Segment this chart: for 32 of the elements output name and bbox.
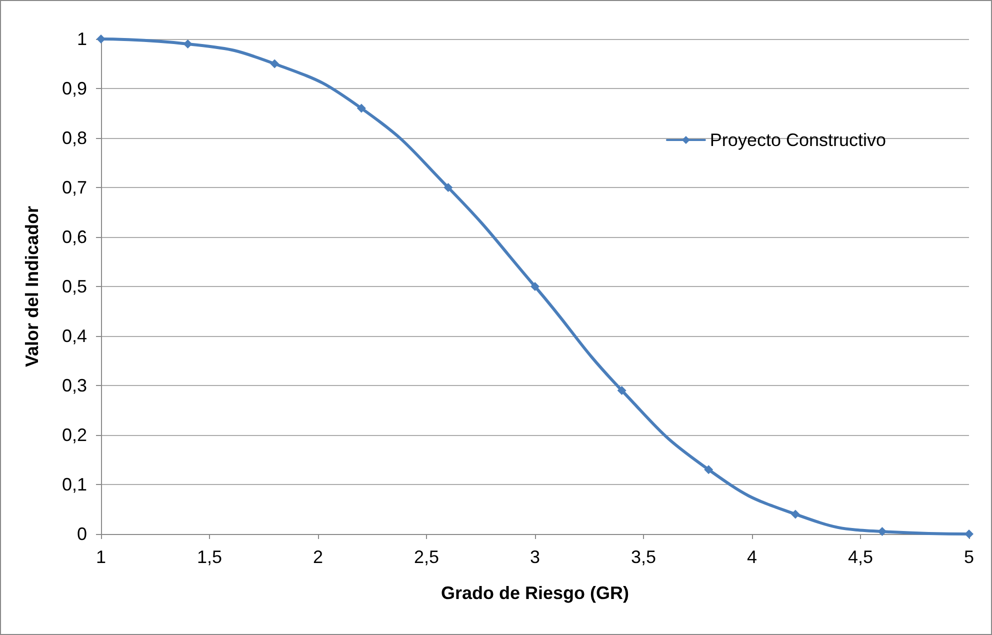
x-tick-label: 3,5 (630, 547, 656, 567)
x-tick-label: 1 (96, 547, 106, 567)
y-tick-label: 0 (76, 524, 87, 544)
x-tick-label: 2 (312, 547, 324, 567)
point (704, 465, 714, 474)
point (356, 104, 366, 113)
legend-label: Proyecto Constructivo (710, 130, 886, 150)
point (878, 527, 887, 536)
point (790, 510, 800, 519)
x-tick-label: 2,5 (414, 547, 440, 567)
y-axis-title: Valor del Indicador (22, 206, 42, 368)
y-tick-label: 0,1 (62, 474, 87, 494)
x-tick-label: 5 (964, 547, 974, 567)
point (617, 386, 626, 395)
x-axis-title: Grado de Riesgo (GR) (440, 583, 630, 603)
y-tick-label: 0,3 (62, 376, 87, 396)
x-tick-label: 1,5 (196, 547, 222, 567)
point (270, 59, 280, 68)
y-tick-label: 0,5 (62, 276, 87, 296)
x-tick-label: 4 (746, 547, 758, 567)
x-tick-label: 3 (530, 547, 540, 567)
y-tick-label: 0,9 (62, 78, 87, 98)
point (183, 39, 192, 48)
y-tick-label: 0,2 (62, 425, 87, 445)
point (444, 183, 453, 192)
point (530, 282, 540, 291)
y-tick-label: 0,4 (62, 326, 87, 346)
x-tick-label: 4,5 (848, 547, 874, 567)
y-tick-label: 1 (76, 29, 87, 49)
y-tick-label: 0,6 (62, 227, 87, 247)
y-tick-label: 0,8 (62, 128, 87, 148)
y-tick-label: 0,7 (62, 178, 87, 198)
